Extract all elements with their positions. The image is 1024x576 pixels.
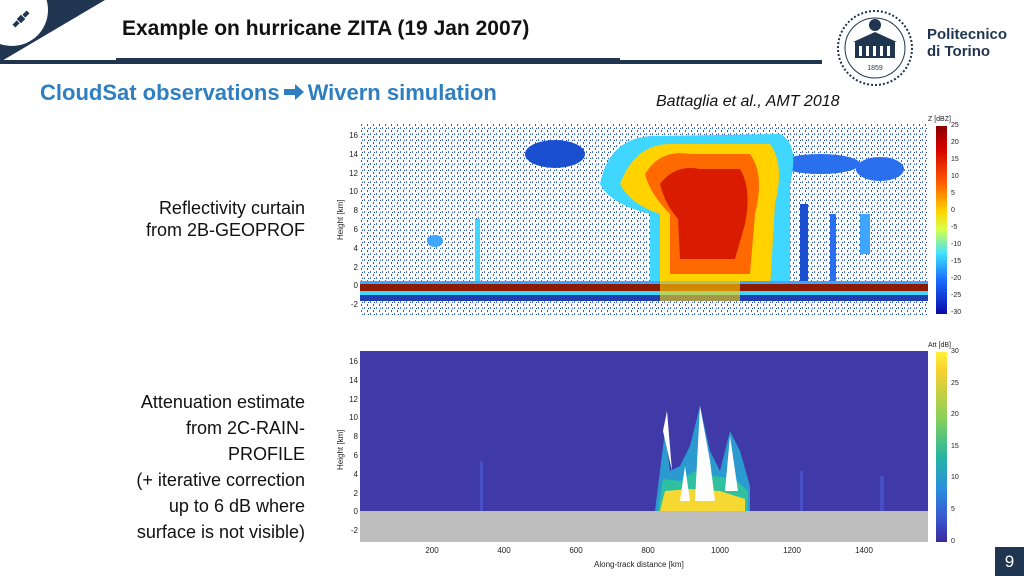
colorbar-tick-label: -20 xyxy=(951,275,962,282)
colorbar-tick-label: 25 xyxy=(951,379,959,387)
subtitle-left: CloudSat observations xyxy=(40,80,280,105)
y-tick-label: 6 xyxy=(353,451,358,460)
page-title: Example on hurricane ZITA (19 Jan 2007) xyxy=(122,17,530,40)
colorbar-tick-label: -10 xyxy=(951,241,962,248)
description-line: up to 6 dB where xyxy=(168,496,305,516)
arrow-right-icon xyxy=(283,80,304,106)
subtitle-right: Wivern simulation xyxy=(307,80,497,105)
x-tick-label: 1400 xyxy=(855,546,873,555)
x-tick-label: 400 xyxy=(497,546,511,555)
attenuation-colorbar xyxy=(936,352,947,542)
description-line: Attenuation estimate xyxy=(140,392,305,412)
colorbar-2-unit: Att [dB] xyxy=(928,342,951,349)
colorbar-tick-label: 0 xyxy=(951,537,955,545)
y-tick-label: 2 xyxy=(353,488,358,498)
page-number: 9 xyxy=(995,547,1024,576)
title-underline-accent xyxy=(116,58,620,64)
logo-text: Politecnico di Torino xyxy=(927,26,1007,60)
colorbar-tick-label: 25 xyxy=(951,122,959,129)
colorbar-tick-label: 5 xyxy=(951,190,955,197)
y-tick-label: 4 xyxy=(353,243,358,253)
logo-line-2: di Torino xyxy=(927,43,991,60)
colorbar-tick-label: -5 xyxy=(951,224,958,231)
y-tick-label: -2 xyxy=(350,526,358,536)
colorbar-tick-label: -25 xyxy=(951,292,962,299)
y-tick-label: 10 xyxy=(349,413,358,423)
colorbar-tick-label: 10 xyxy=(951,173,959,180)
x-tick-label: 800 xyxy=(641,546,655,555)
attenuation-plot xyxy=(360,351,928,542)
x-tick-label: 600 xyxy=(569,546,583,555)
colorbar-tick-label: 15 xyxy=(951,156,959,163)
politecnico-seal-icon: 1859 xyxy=(837,10,913,86)
colorbar-tick-label: 15 xyxy=(951,442,959,450)
description-line: PROFILE xyxy=(227,444,305,464)
y-tick-label: 0 xyxy=(353,507,358,517)
y-tick-label: 8 xyxy=(353,432,358,442)
y-tick-label: 8 xyxy=(353,206,358,216)
description-line: from 2B-GEOPROF xyxy=(145,220,305,240)
y-tick-label: 0 xyxy=(353,281,358,291)
reflectivity-colorbar xyxy=(936,126,947,314)
satellite-icon xyxy=(12,10,30,28)
x-tick-label: 1000 xyxy=(711,546,729,555)
logo-year: 1859 xyxy=(867,65,883,72)
colorbar-tick-label: 10 xyxy=(951,474,959,482)
y-tick-label: -2 xyxy=(350,300,358,310)
x-tick-label: 200 xyxy=(425,546,439,555)
colorbar-tick-label: 0 xyxy=(951,207,955,214)
colorbar-1-unit: Z [dBZ] xyxy=(928,116,951,123)
colorbar-tick-label: 5 xyxy=(951,506,955,513)
colorbar-tick-label: 20 xyxy=(951,139,959,146)
citation: Battaglia et al., AMT 2018 xyxy=(656,93,840,110)
plot-2-x-label: Along-track distance [km] xyxy=(594,560,684,569)
y-tick-label: 6 xyxy=(353,225,358,234)
section-subtitle: CloudSat observations Wivern simulation xyxy=(40,80,497,106)
colorbar-tick-label: -15 xyxy=(951,258,962,265)
y-tick-label: 16 xyxy=(349,131,358,140)
logo-line-1: Politecnico xyxy=(927,26,1008,43)
y-tick-label: 16 xyxy=(349,357,358,366)
description-line: (+ iterative correction xyxy=(136,470,305,490)
y-tick-label: 10 xyxy=(349,187,358,197)
y-tick-label: 12 xyxy=(349,394,358,404)
y-tick-label: 4 xyxy=(353,469,358,479)
colorbar-tick-label: 20 xyxy=(951,411,959,419)
colorbar-tick-label: 30 xyxy=(951,348,959,355)
reflectivity-curtain-plot xyxy=(360,124,928,315)
panel-2-description: Attenuation estimate from 2C-RAIN- PROFI… xyxy=(70,389,305,545)
x-tick-label: 1200 xyxy=(783,546,801,555)
colorbar-tick-label: -30 xyxy=(951,309,962,316)
description-line: from 2C-RAIN- xyxy=(185,418,305,438)
y-tick-label: 2 xyxy=(353,262,358,272)
description-line: Reflectivity curtain xyxy=(158,198,305,218)
panel-1-description: Reflectivity curtain from 2B-GEOPROF xyxy=(90,197,305,241)
y-tick-label: 14 xyxy=(349,149,358,159)
y-tick-label: 12 xyxy=(349,168,358,178)
description-line: surface is not visible) xyxy=(136,522,305,542)
y-tick-label: 14 xyxy=(349,375,358,385)
